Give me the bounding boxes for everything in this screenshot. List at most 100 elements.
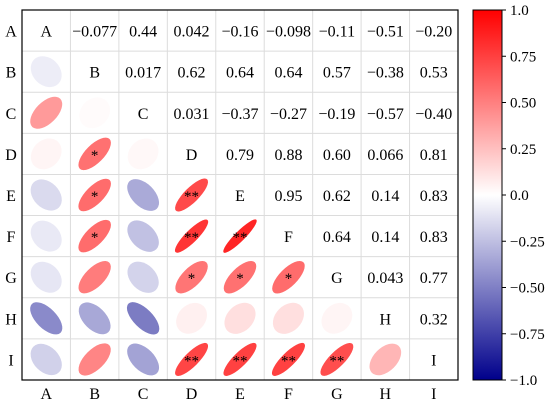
- x-tick-label-D: D: [186, 386, 198, 403]
- correlation-value-B-E: 0.64: [226, 65, 254, 82]
- colorbar-tick-label: −0.25: [510, 234, 545, 250]
- colorbar-tick-label: −0.50: [510, 281, 545, 297]
- x-tick-label-A: A: [40, 386, 52, 403]
- x-tick-label-I: I: [431, 386, 436, 403]
- correlation-ellipse-I-C: [127, 343, 160, 376]
- correlation-value-A-B: −0.077: [72, 24, 117, 41]
- significance-mark-I-D: **: [184, 353, 199, 369]
- correlation-value-E-G: 0.62: [323, 188, 351, 205]
- significance-mark-I-G: **: [329, 353, 344, 369]
- correlation-ellipse-E-B: [78, 178, 111, 212]
- correlation-ellipse-F-E: [223, 219, 257, 253]
- x-tick-label-C: C: [138, 386, 149, 403]
- correlation-value-C-D: 0.031: [174, 106, 210, 123]
- correlation-ellipse-I-B: [78, 343, 111, 376]
- correlation-value-C-H: −0.57: [367, 106, 404, 123]
- correlation-value-A-D: 0.042: [174, 24, 210, 41]
- correlation-value-A-F: −0.098: [266, 24, 311, 41]
- correlation-value-E-F: 0.95: [274, 188, 302, 205]
- diagonal-label-B: B: [89, 65, 100, 82]
- diagonal-label-G: G: [331, 270, 343, 287]
- grid-lines: [22, 10, 458, 380]
- correlation-value-A-G: −0.11: [319, 24, 355, 41]
- significance-mark-G-F: *: [285, 271, 293, 287]
- correlation-ellipse-H-B: [78, 302, 111, 335]
- x-tick-label-B: B: [89, 386, 100, 403]
- significance-mark-F-B: *: [91, 230, 99, 246]
- correlation-value-D-H: 0.066: [367, 147, 403, 164]
- correlation-ellipse-G-D: [175, 261, 208, 294]
- correlation-value-C-F: −0.27: [270, 106, 307, 123]
- significance-mark-F-E: **: [233, 230, 248, 246]
- correlation-ellipse-C-A: [30, 96, 63, 129]
- correlation-ellipse-E-D: [175, 178, 209, 212]
- significance-mark-D-B: *: [91, 148, 99, 164]
- ellipse-layer: [30, 56, 402, 376]
- significance-mark-F-D: **: [184, 230, 199, 246]
- correlation-ellipse-F-A: [30, 220, 62, 252]
- correlation-ellipse-I-A: [30, 343, 62, 376]
- correlation-ellipse-G-E: [223, 260, 257, 294]
- x-tick-label-H: H: [380, 386, 392, 403]
- correlation-value-B-F: 0.64: [274, 65, 302, 82]
- diagonal-label-I: I: [431, 352, 436, 369]
- diagonal-label-A: A: [40, 24, 52, 41]
- colorbar-tick-label: 0.0: [510, 188, 529, 204]
- y-tick-label-H: H: [5, 311, 17, 328]
- significance-mark-I-F: **: [281, 353, 296, 369]
- correlation-ellipse-C-B: [79, 97, 111, 129]
- correlation-ellipse-H-A: [30, 302, 63, 335]
- colorbar-tick-label: 1.0: [510, 3, 529, 19]
- correlation-value-C-I: −0.40: [415, 106, 452, 123]
- colorbar-tick-label: 0.50: [510, 96, 536, 112]
- correlation-ellipse-D-C: [127, 138, 159, 170]
- x-tick-label-F: F: [284, 386, 293, 403]
- correlation-ellipse-G-C: [127, 261, 159, 293]
- correlation-value-D-F: 0.88: [274, 147, 302, 164]
- colorbar-tick-label: −1.0: [510, 373, 537, 389]
- y-tick-label-F: F: [7, 229, 16, 246]
- correlation-value-B-G: 0.57: [323, 65, 351, 82]
- plot-frame: [21, 9, 459, 381]
- correlation-ellipse-H-E: [224, 302, 256, 334]
- correlation-ellipse-H-D: [176, 302, 207, 334]
- correlation-value-A-E: −0.16: [221, 24, 258, 41]
- correlation-ellipse-F-D: [174, 219, 209, 253]
- y-tick-label-A: A: [5, 24, 17, 41]
- correlation-value-D-I: 0.81: [420, 147, 448, 164]
- correlation-value-H-I: 0.32: [420, 311, 448, 328]
- significance-mark-G-D: *: [188, 271, 196, 287]
- correlation-value-D-E: 0.79: [226, 147, 254, 164]
- colorbar-tick-label: 0.75: [510, 49, 536, 65]
- correlation-ellipse-E-C: [127, 179, 160, 211]
- significance-mark-I-E: **: [233, 353, 248, 369]
- correlation-ellipse-H-F: [272, 302, 304, 334]
- correlation-ellipse-F-C: [127, 220, 159, 252]
- x-tick-label-G: G: [331, 386, 343, 403]
- correlation-value-B-C: 0.017: [125, 65, 161, 82]
- y-tick-label-G: G: [5, 270, 17, 287]
- diagonal-label-F: F: [284, 229, 293, 246]
- y-tick-label-D: D: [5, 147, 17, 164]
- correlation-ellipse-I-E: [223, 342, 257, 376]
- diagonal-label-E: E: [235, 188, 245, 205]
- correlation-ellipse-E-A: [30, 179, 62, 211]
- correlation-value-F-H: 0.14: [371, 229, 399, 246]
- correlation-ellipse-H-C: [126, 302, 160, 335]
- correlation-ellipse-G-B: [78, 261, 111, 294]
- correlation-value-A-C: 0.44: [129, 24, 157, 41]
- diagonal-label-C: C: [138, 106, 149, 123]
- y-tick-label-E: E: [6, 188, 16, 205]
- correlation-value-B-I: 0.53: [420, 65, 448, 82]
- correlation-ellipse-D-A: [30, 138, 62, 170]
- correlation-ellipse-F-B: [78, 219, 111, 253]
- correlation-value-F-I: 0.83: [420, 229, 448, 246]
- diagonal-label-D: D: [186, 147, 198, 164]
- correlation-ellipse-H-G: [321, 302, 353, 334]
- correlation-value-A-H: −0.51: [367, 24, 404, 41]
- correlation-ellipse-G-F: [272, 260, 305, 294]
- correlation-ellipse-B-A: [30, 56, 62, 88]
- significance-mark-E-D: **: [184, 189, 199, 205]
- correlation-ellipse-I-H: [369, 343, 402, 376]
